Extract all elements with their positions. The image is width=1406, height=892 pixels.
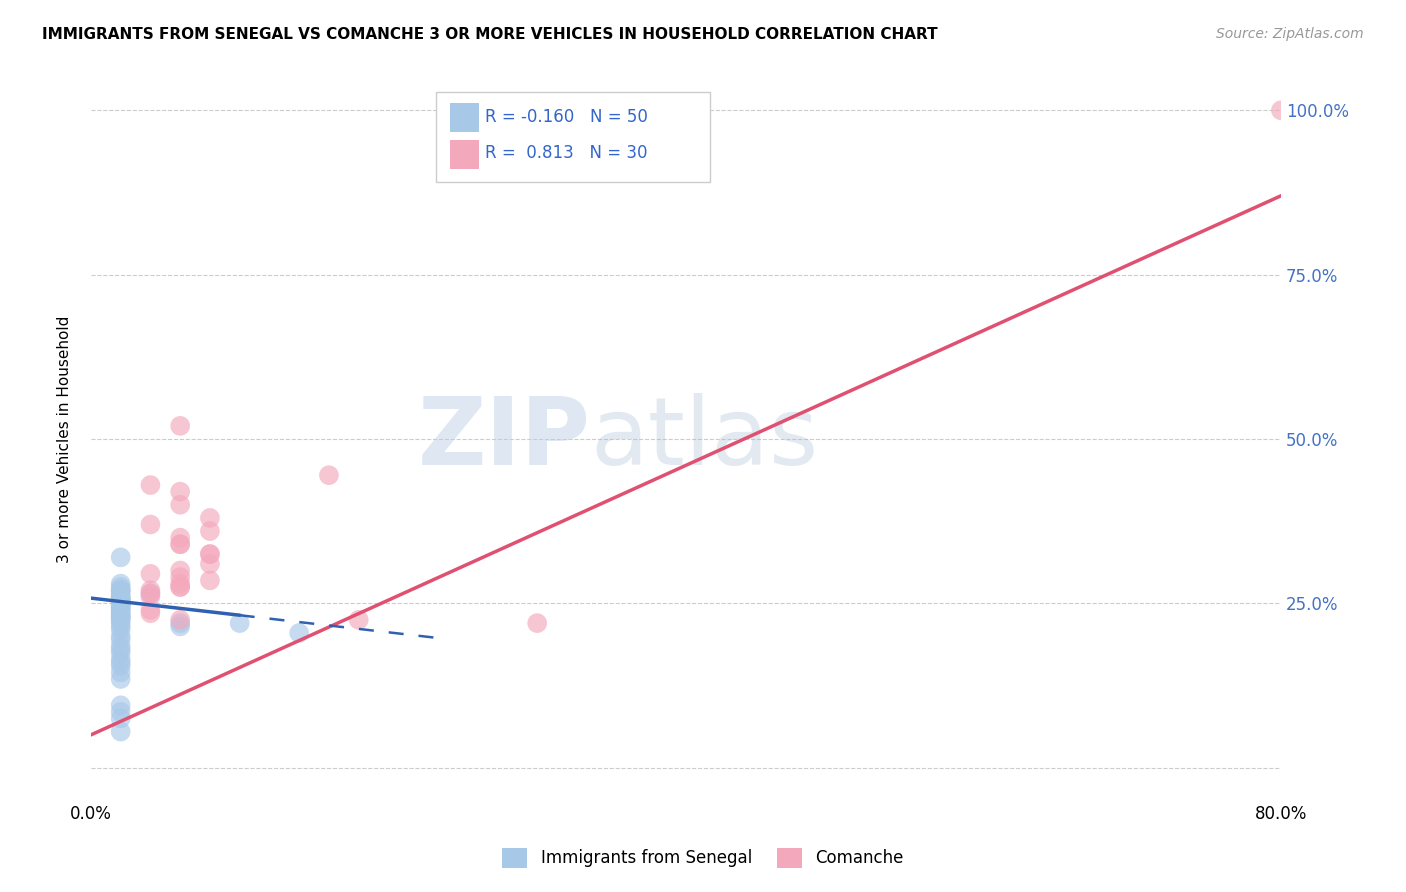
- Point: [169, 576, 191, 591]
- Point: [110, 656, 132, 670]
- Point: [169, 564, 191, 578]
- Point: [198, 557, 221, 571]
- Point: [139, 603, 162, 617]
- Point: [139, 586, 162, 600]
- Point: [110, 698, 132, 713]
- Point: [110, 642, 132, 657]
- Point: [169, 418, 191, 433]
- Point: [169, 537, 191, 551]
- Point: [110, 603, 132, 617]
- Point: [110, 606, 132, 620]
- Point: [110, 590, 132, 604]
- Text: R =  0.813   N = 30: R = 0.813 N = 30: [485, 145, 647, 162]
- Point: [110, 613, 132, 627]
- Point: [110, 609, 132, 624]
- Point: [139, 586, 162, 600]
- Point: [110, 609, 132, 624]
- Point: [139, 566, 162, 581]
- Point: [110, 599, 132, 614]
- Point: [110, 596, 132, 610]
- Legend: Immigrants from Senegal, Comanche: Immigrants from Senegal, Comanche: [496, 841, 910, 875]
- Point: [110, 590, 132, 604]
- Text: atlas: atlas: [591, 393, 818, 485]
- Point: [198, 574, 221, 588]
- Point: [110, 724, 132, 739]
- Point: [169, 613, 191, 627]
- Y-axis label: 3 or more Vehicles in Household: 3 or more Vehicles in Household: [58, 316, 72, 563]
- Point: [110, 639, 132, 653]
- Point: [198, 547, 221, 561]
- Point: [318, 468, 340, 483]
- Point: [110, 665, 132, 680]
- Point: [110, 629, 132, 643]
- Point: [139, 590, 162, 604]
- Point: [169, 537, 191, 551]
- Point: [110, 593, 132, 607]
- Point: [110, 609, 132, 624]
- Point: [110, 606, 132, 620]
- Point: [169, 580, 191, 594]
- Point: [110, 616, 132, 631]
- Point: [198, 547, 221, 561]
- Point: [110, 632, 132, 647]
- Point: [110, 586, 132, 600]
- Point: [110, 613, 132, 627]
- FancyBboxPatch shape: [450, 103, 479, 132]
- Point: [110, 658, 132, 673]
- Text: R = -0.160   N = 50: R = -0.160 N = 50: [485, 108, 648, 126]
- Point: [110, 596, 132, 610]
- Point: [110, 619, 132, 633]
- Point: [139, 583, 162, 598]
- Point: [228, 616, 250, 631]
- Point: [110, 583, 132, 598]
- FancyBboxPatch shape: [450, 140, 479, 169]
- Point: [198, 511, 221, 525]
- Point: [139, 517, 162, 532]
- Point: [169, 498, 191, 512]
- Point: [110, 646, 132, 660]
- Point: [139, 478, 162, 492]
- Point: [110, 580, 132, 594]
- Point: [169, 616, 191, 631]
- Point: [169, 570, 191, 584]
- Point: [169, 619, 191, 633]
- Point: [169, 531, 191, 545]
- Point: [110, 583, 132, 598]
- Text: Source: ZipAtlas.com: Source: ZipAtlas.com: [1216, 27, 1364, 41]
- Point: [110, 550, 132, 565]
- FancyBboxPatch shape: [436, 92, 710, 182]
- Point: [1270, 103, 1292, 118]
- Point: [110, 593, 132, 607]
- Point: [347, 613, 370, 627]
- Point: [169, 484, 191, 499]
- Point: [110, 583, 132, 598]
- Point: [110, 705, 132, 719]
- Text: IMMIGRANTS FROM SENEGAL VS COMANCHE 3 OR MORE VEHICLES IN HOUSEHOLD CORRELATION : IMMIGRANTS FROM SENEGAL VS COMANCHE 3 OR…: [42, 27, 938, 42]
- Point: [110, 596, 132, 610]
- Point: [139, 606, 162, 620]
- Point: [110, 576, 132, 591]
- Point: [110, 711, 132, 725]
- Point: [198, 524, 221, 538]
- Point: [110, 652, 132, 666]
- Point: [110, 672, 132, 686]
- Point: [526, 616, 548, 631]
- Point: [110, 599, 132, 614]
- Point: [110, 603, 132, 617]
- Point: [169, 580, 191, 594]
- Point: [110, 593, 132, 607]
- Point: [288, 626, 311, 640]
- Point: [110, 623, 132, 637]
- Point: [110, 593, 132, 607]
- Text: ZIP: ZIP: [418, 393, 591, 485]
- Point: [110, 599, 132, 614]
